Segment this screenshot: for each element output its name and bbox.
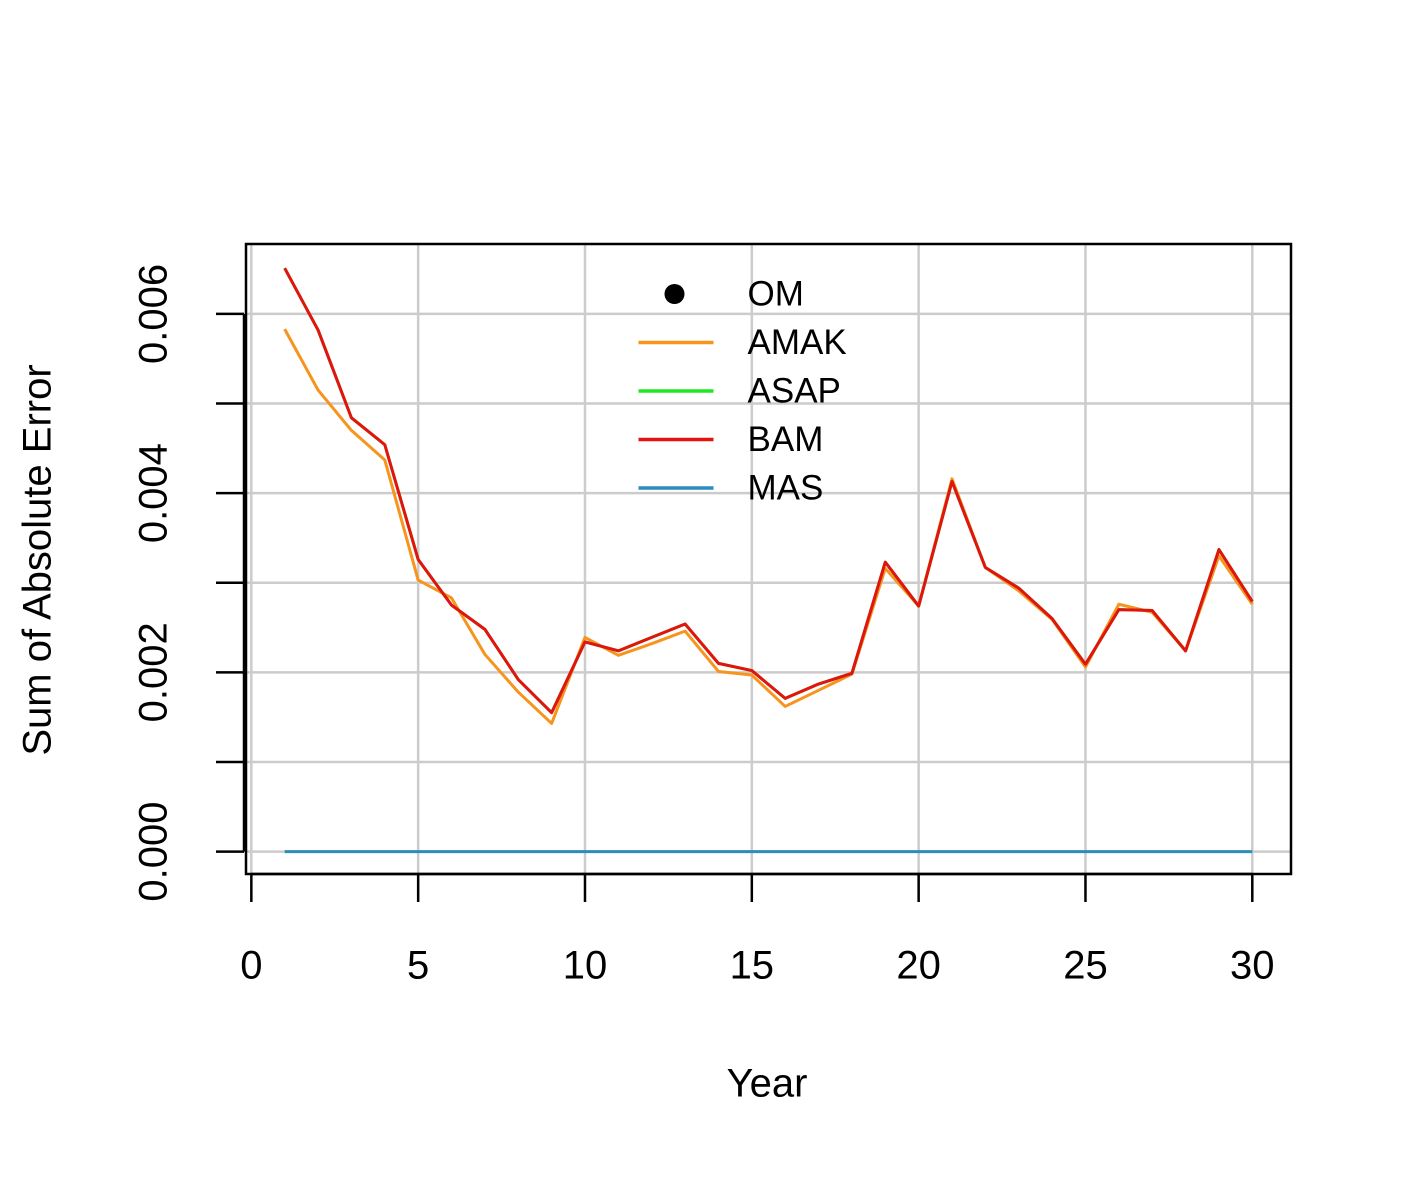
y-tick-label: 0.000	[132, 802, 176, 902]
legend-label: MAS	[748, 468, 824, 507]
x-tick-label: 0	[240, 944, 262, 988]
x-axis-label: Year	[727, 1062, 808, 1106]
x-tick-label: 25	[1063, 944, 1108, 988]
x-tick-label: 5	[407, 944, 429, 988]
y-tick-label: 0.006	[132, 264, 176, 364]
x-tick-label: 20	[896, 944, 941, 988]
x-tick-label: 15	[730, 944, 775, 988]
x-tick-label: 10	[563, 944, 608, 988]
legend-marker	[664, 284, 685, 304]
x-tick-label: 30	[1230, 944, 1275, 988]
legend-label: AMAK	[748, 323, 847, 362]
y-axis-label: Sum of Absolute Error	[16, 364, 60, 755]
legend-label: OM	[748, 274, 804, 313]
legend-label: BAM	[748, 420, 824, 459]
y-tick-label: 0.004	[132, 443, 176, 543]
series-line	[283, 267, 1254, 715]
y-tick-label: 0.002	[132, 622, 176, 722]
legend-label: ASAP	[748, 371, 841, 410]
